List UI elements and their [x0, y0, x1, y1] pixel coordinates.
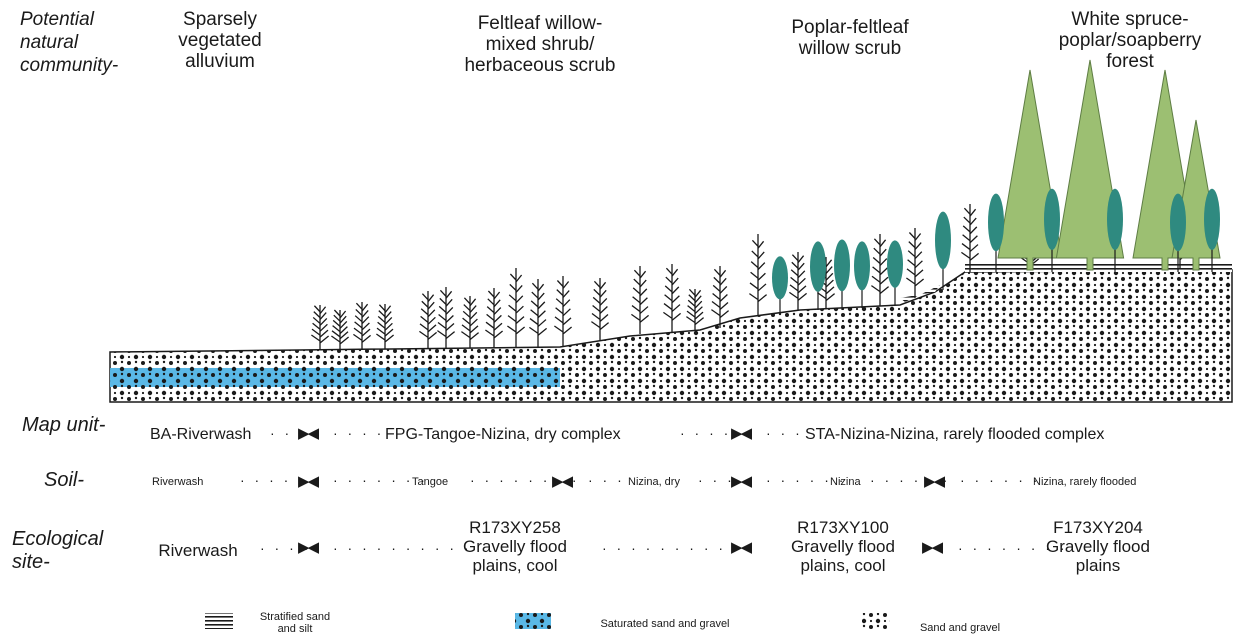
connector-dots: · · · · · · · · · ·	[333, 540, 472, 556]
poplar-tree	[887, 240, 903, 305]
poplar-tree	[772, 256, 788, 315]
legend-label-saturated: Saturated sand and gravel	[600, 618, 730, 630]
boundary-arrow: ▶◀	[731, 539, 752, 556]
willow-shrub	[353, 302, 372, 350]
willow-shrub	[906, 228, 925, 298]
willow-shrub	[376, 304, 395, 349]
willow-shrub	[789, 252, 808, 310]
willow-shrub	[631, 266, 650, 334]
ecological-site-label: Ecological site-	[12, 528, 104, 573]
boundary-arrow: ▶◀	[924, 473, 945, 490]
map-unit-fpg: FPG-Tangoe-Nizina, dry complex	[385, 426, 621, 443]
poplar-tree	[935, 211, 951, 290]
soil-label: Soil-	[44, 469, 85, 491]
legend-label-stratified: Stratified sand and silt	[259, 611, 331, 635]
poplar-tree	[988, 193, 1004, 272]
willow-shrub	[331, 309, 350, 350]
eco-site-riverwash: Riverwash	[158, 541, 238, 560]
willow-shrub	[749, 234, 768, 316]
legend-swatch-stratified	[205, 613, 233, 629]
connector-dots: · · · ·	[260, 540, 312, 556]
boundary-arrow: ▶◀	[552, 473, 573, 490]
connector-dots: · · · · · · · ·	[958, 540, 1068, 556]
soil-riverwash: Riverwash	[152, 476, 204, 488]
connector-dots: · · ·	[588, 472, 625, 488]
community-label: Potential natural community-	[20, 9, 119, 76]
community-sparse: Sparsely vegetated alluvium	[178, 9, 262, 72]
willow-shrub	[554, 276, 573, 346]
stratified-layer	[900, 285, 940, 302]
map-unit-label: Map unit-	[22, 414, 106, 436]
community-poplar: Poplar-feltleaf willow scrub	[791, 17, 909, 59]
stratified-layer-top	[965, 263, 1232, 272]
boundary-arrow: ▶◀	[298, 539, 319, 556]
eco-site-r173xy258: R173XY258 Gravelly flood plains, cool	[463, 518, 567, 575]
soil-nizina: Nizina	[830, 476, 861, 488]
connector-dots: · · · · · ·	[960, 472, 1041, 488]
willow-shrub	[686, 288, 705, 331]
willow-shrub	[711, 266, 730, 328]
connector-dots: · · ·	[270, 425, 307, 441]
connector-dots: · · · · ·	[680, 425, 746, 441]
soil-nizina-rarely: Nizina, rarely flooded	[1033, 476, 1137, 488]
boundary-arrow: ▶◀	[731, 473, 752, 490]
willow-shrub	[461, 296, 480, 348]
community-feltleaf: Feltleaf willow- mixed shrub/ herbaceous…	[464, 13, 616, 76]
vegetation-group	[311, 59, 1221, 350]
map-unit-ba: BA-Riverwash	[150, 426, 252, 443]
community-spruce: White spruce- poplar/soapberry forest	[1058, 9, 1202, 72]
eco-site-r173xy100: R173XY100 Gravelly flood plains, cool	[791, 518, 895, 575]
map-unit-sta: STA-Nizina-Nizina, rarely flooded comple…	[805, 426, 1105, 443]
willow-shrub	[507, 268, 526, 348]
poplar-tree	[1170, 193, 1186, 272]
connector-dots: · · ·	[766, 425, 803, 441]
legend-swatch-sand-gravel	[862, 613, 890, 629]
connector-dots: · · · · · ·	[240, 472, 321, 488]
willow-shrub	[529, 279, 548, 347]
willow-shrub	[663, 264, 682, 332]
legend-label-sand-gravel: Sand and gravel	[919, 622, 1001, 634]
poplar-tree	[1107, 188, 1123, 272]
connector-dots: · · · · · · · ·	[470, 472, 580, 488]
willow-shrub	[871, 234, 890, 306]
saturated-layer	[110, 368, 560, 387]
legend-swatch-saturated	[515, 613, 551, 629]
spruce-tree	[1055, 59, 1125, 271]
willow-shrub	[485, 288, 504, 348]
soil-nizina-dry: Nizina, dry	[628, 476, 680, 488]
eco-site-f173xy204: F173XY204 Gravelly flood plains	[1046, 518, 1150, 575]
poplar-tree	[834, 239, 850, 310]
connector-dots: · · · ·	[333, 425, 385, 441]
soil-tangoe: Tangoe	[412, 476, 449, 488]
willow-shrub	[437, 287, 456, 349]
boundary-arrow: ▶◀	[922, 539, 943, 556]
connector-dots: · · · · · ·	[766, 472, 847, 488]
boundary-arrow: ▶◀	[298, 425, 319, 442]
poplar-tree	[1204, 188, 1220, 272]
willow-shrub	[591, 278, 610, 340]
poplar-tree	[810, 241, 826, 310]
connector-dots: · · · · · · ·	[333, 472, 428, 488]
connector-dots: · · · · · · · · · ·	[602, 540, 741, 556]
willow-shrub	[961, 204, 980, 272]
poplar-tree	[1044, 188, 1060, 272]
willow-shrub	[419, 291, 438, 349]
boundary-arrow: ▶◀	[298, 473, 319, 490]
boundary-arrow: ▶◀	[731, 425, 752, 442]
willow-shrub	[311, 305, 330, 350]
poplar-tree	[854, 241, 870, 308]
connector-dots: · · ·	[698, 472, 735, 488]
connector-dots: · · · · · ·	[870, 472, 951, 488]
